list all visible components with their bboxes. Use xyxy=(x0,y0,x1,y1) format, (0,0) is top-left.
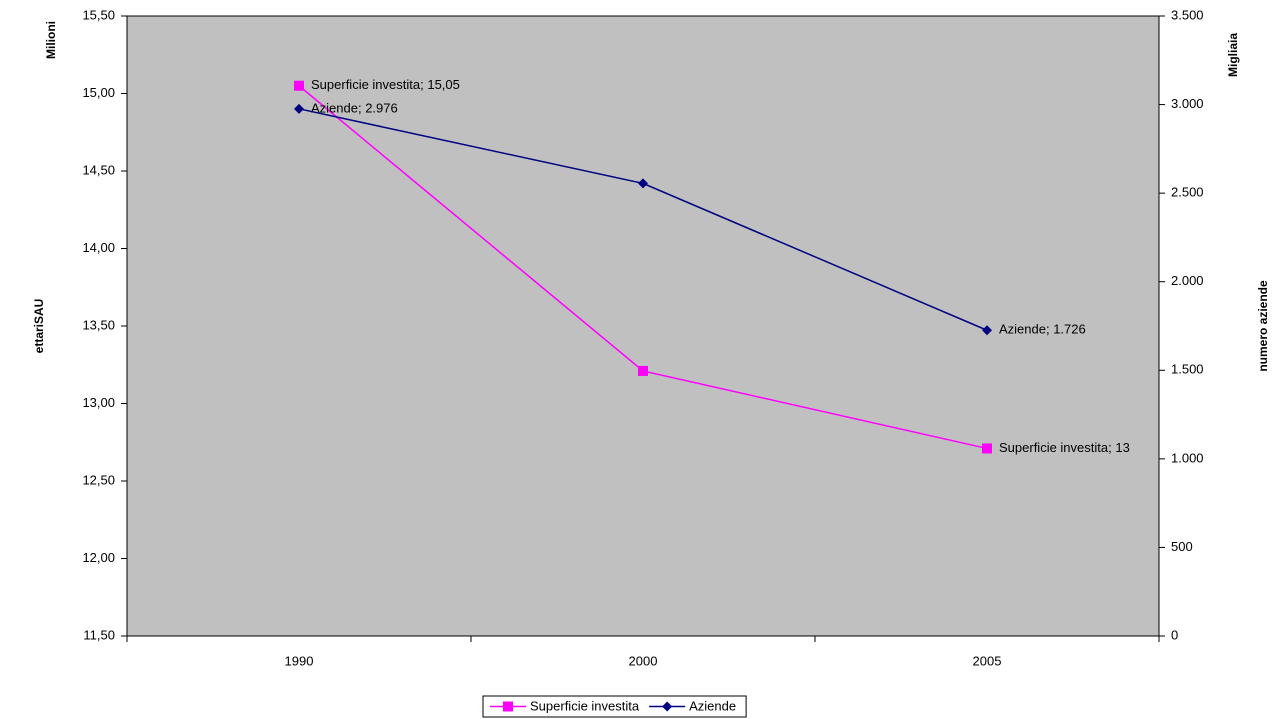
legend-label: Superficie investita xyxy=(530,698,640,713)
y-tick-label: 11,50 xyxy=(83,627,115,642)
x-tick-label: 1990 xyxy=(285,653,314,668)
marker xyxy=(982,325,992,336)
y2-tick-label: 1.500 xyxy=(1171,362,1204,377)
y-tick-label: 14,50 xyxy=(82,162,115,177)
y2-tick-label: 500 xyxy=(1171,539,1193,554)
marker xyxy=(638,178,648,189)
y-tick-label: 12,00 xyxy=(82,550,115,565)
legend: Superficie investita Aziende xyxy=(482,695,747,718)
y2-tick-label: 2.500 xyxy=(1171,185,1204,200)
marker xyxy=(294,80,304,91)
marker xyxy=(294,103,304,114)
data-label: Aziende; 2.976 xyxy=(311,100,398,115)
y-tick-label: 13,50 xyxy=(82,317,115,332)
y2-tick-label: 1.000 xyxy=(1171,450,1204,465)
y-tick-label: 12,50 xyxy=(82,472,115,487)
y-unit: Milioni xyxy=(44,21,58,59)
marker xyxy=(982,443,992,454)
marker xyxy=(503,701,513,712)
y-tick-label: 15,50 xyxy=(82,7,115,22)
y2-tick-label: 0 xyxy=(1171,627,1178,642)
legend-label: Aziende xyxy=(689,698,736,713)
data-label: Superficie investita; 13 xyxy=(999,440,1130,455)
legend-box xyxy=(482,695,747,718)
y2-axis-title: numero aziende xyxy=(1256,280,1270,372)
data-label: Aziende; 1.726 xyxy=(999,322,1086,337)
y-tick-label: 15,00 xyxy=(82,85,115,100)
y2-tick-label: 2.000 xyxy=(1171,273,1204,288)
y2-unit: Migliaia xyxy=(1226,33,1240,77)
y-tick-label: 13,00 xyxy=(82,395,115,410)
data-label: Superficie investita; 15,05 xyxy=(311,77,460,92)
y-tick-label: 14,00 xyxy=(82,240,115,255)
y2-tick-label: 3.000 xyxy=(1171,96,1204,111)
y-axis-title: ettariSAU xyxy=(32,299,46,354)
x-tick-label: 2000 xyxy=(629,653,658,668)
marker xyxy=(662,701,673,712)
y2-tick-label: 3.500 xyxy=(1171,7,1204,22)
x-tick-label: 2005 xyxy=(973,653,1002,668)
marker xyxy=(638,365,648,376)
